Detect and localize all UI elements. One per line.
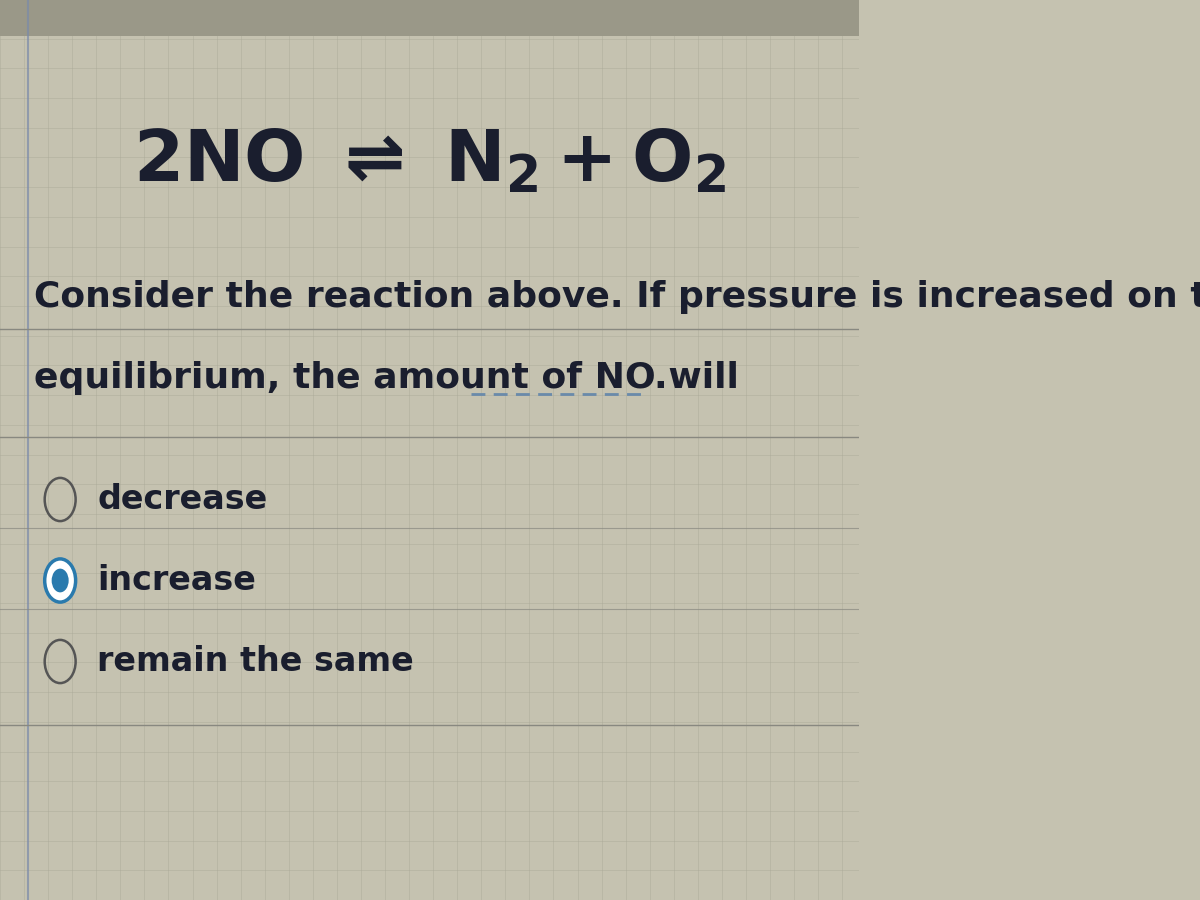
Text: Consider the reaction above. If pressure is increased on this: Consider the reaction above. If pressure… [35,280,1200,314]
Text: .: . [653,361,667,395]
Text: equilibrium, the amount of NO will: equilibrium, the amount of NO will [35,361,739,395]
Text: decrease: decrease [97,483,268,516]
Text: remain the same: remain the same [97,645,414,678]
Text: increase: increase [97,564,256,597]
Bar [0,0,859,36]
Ellipse shape [52,569,68,592]
Ellipse shape [44,559,76,602]
Text: $\mathbf{2NO}$ $\mathbf{\rightleftharpoons}$ $\mathbf{N_2 + O_2}$: $\mathbf{2NO}$ $\mathbf{\rightleftharpoo… [133,128,726,196]
